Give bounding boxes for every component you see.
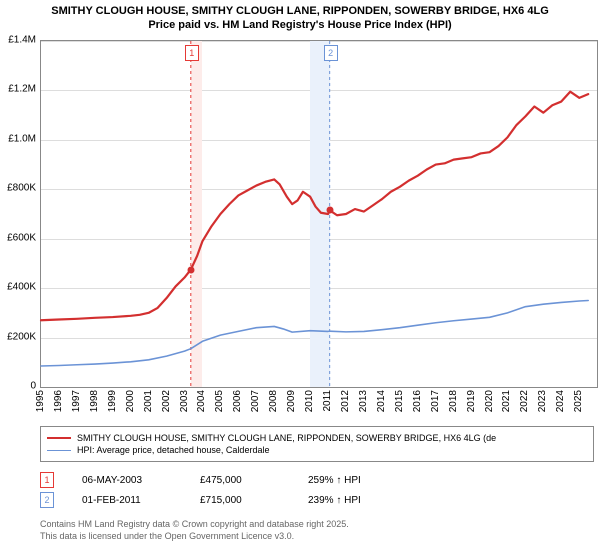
data-point-dot bbox=[326, 207, 333, 214]
annotation-row-1: 1 06-MAY-2003 £475,000 259% ↑ HPI bbox=[40, 472, 361, 488]
x-axis-label: 2017 bbox=[430, 390, 441, 412]
legend-item-price-paid: SMITHY CLOUGH HOUSE, SMITHY CLOUGH LANE,… bbox=[47, 433, 587, 443]
data-point-dot bbox=[187, 266, 194, 273]
x-axis-label: 2002 bbox=[161, 390, 172, 412]
x-axis-label: 2001 bbox=[143, 390, 154, 412]
annotation-num-box: 1 bbox=[40, 472, 54, 488]
y-axis-label: £200K bbox=[0, 331, 36, 342]
x-axis-label: 2005 bbox=[214, 390, 225, 412]
x-axis-label: 2009 bbox=[286, 390, 297, 412]
x-axis-label: 2018 bbox=[448, 390, 459, 412]
event-marker-1: 1 bbox=[185, 45, 199, 61]
x-axis-label: 2013 bbox=[358, 390, 369, 412]
x-axis-label: 1998 bbox=[89, 390, 100, 412]
legend-swatch bbox=[47, 450, 71, 451]
annotation-price: £475,000 bbox=[200, 475, 280, 486]
footer-attribution: Contains HM Land Registry data © Crown c… bbox=[40, 519, 349, 542]
x-axis-label: 2020 bbox=[484, 390, 495, 412]
annotation-table: 1 06-MAY-2003 £475,000 259% ↑ HPI 2 01-FEB-20… bbox=[40, 468, 361, 512]
y-axis-label: £1.2M bbox=[0, 84, 36, 95]
x-axis-label: 2022 bbox=[519, 390, 530, 412]
y-axis-label: 0 bbox=[0, 381, 36, 392]
annotation-date: 06-MAY-2003 bbox=[82, 475, 172, 486]
x-axis-label: 2012 bbox=[340, 390, 351, 412]
x-axis-label: 2004 bbox=[196, 390, 207, 412]
series-price-paid bbox=[41, 92, 588, 321]
event-marker-2: 2 bbox=[324, 45, 338, 61]
chart-title-2: Price paid vs. HM Land Registry's House … bbox=[148, 19, 451, 31]
annotation-num-box: 2 bbox=[40, 492, 54, 508]
y-axis-label: £400K bbox=[0, 282, 36, 293]
annotation-date: 01-FEB-2011 bbox=[82, 495, 172, 506]
annotation-delta: 239% ↑ HPI bbox=[308, 495, 361, 506]
annotation-delta: 259% ↑ HPI bbox=[308, 475, 361, 486]
x-axis-label: 1996 bbox=[53, 390, 64, 412]
x-axis-label: 1995 bbox=[35, 390, 46, 412]
legend: SMITHY CLOUGH HOUSE, SMITHY CLOUGH LANE,… bbox=[40, 426, 594, 462]
chart-title-1: SMITHY CLOUGH HOUSE, SMITHY CLOUGH LANE,… bbox=[51, 5, 549, 17]
x-axis-label: 2019 bbox=[466, 390, 477, 412]
x-axis-label: 2014 bbox=[376, 390, 387, 412]
y-axis-label: £1.0M bbox=[0, 133, 36, 144]
x-axis-label: 2016 bbox=[412, 390, 423, 412]
x-axis-label: 2021 bbox=[501, 390, 512, 412]
legend-label: HPI: Average price, detached house, Cald… bbox=[77, 445, 269, 455]
annotation-price: £715,000 bbox=[200, 495, 280, 506]
x-axis-label: 2010 bbox=[304, 390, 315, 412]
legend-label: SMITHY CLOUGH HOUSE, SMITHY CLOUGH LANE,… bbox=[77, 433, 496, 443]
chart-plot-area: 12 bbox=[40, 40, 598, 388]
x-axis-label: 1997 bbox=[71, 390, 82, 412]
y-axis-label: £1.4M bbox=[0, 35, 36, 46]
x-axis-label: 2025 bbox=[573, 390, 584, 412]
x-axis-label: 2006 bbox=[232, 390, 243, 412]
x-axis-label: 2000 bbox=[125, 390, 136, 412]
legend-item-hpi: HPI: Average price, detached house, Cald… bbox=[47, 445, 587, 455]
x-axis-label: 2003 bbox=[179, 390, 190, 412]
x-axis-label: 2011 bbox=[322, 390, 333, 412]
x-axis-label: 2007 bbox=[250, 390, 261, 412]
x-axis-label: 2023 bbox=[537, 390, 548, 412]
chart-svg bbox=[41, 41, 597, 387]
annotation-row-2: 2 01-FEB-2011 £715,000 239% ↑ HPI bbox=[40, 492, 361, 508]
x-axis-label: 2015 bbox=[394, 390, 405, 412]
y-axis-label: £600K bbox=[0, 232, 36, 243]
y-axis-label: £800K bbox=[0, 183, 36, 194]
series-hpi bbox=[41, 301, 588, 366]
legend-swatch bbox=[47, 437, 71, 439]
x-axis-label: 1999 bbox=[107, 390, 118, 412]
x-axis-label: 2024 bbox=[555, 390, 566, 412]
x-axis-label: 2008 bbox=[268, 390, 279, 412]
